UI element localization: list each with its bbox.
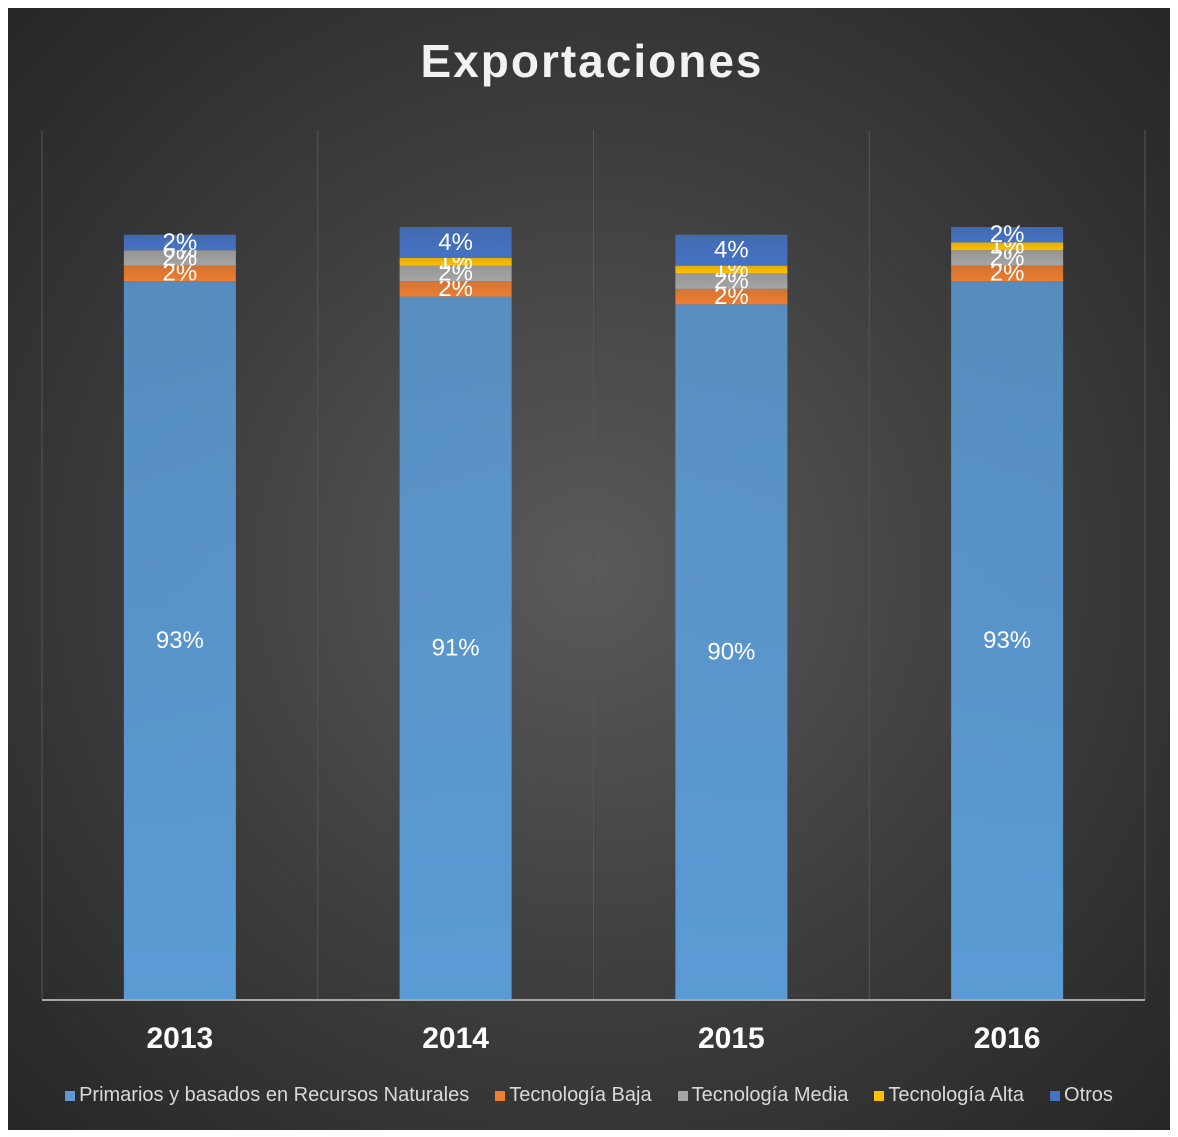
bar-segment xyxy=(399,296,512,1000)
data-label: 2% xyxy=(990,221,1025,248)
data-label: 93% xyxy=(983,627,1031,654)
legend-swatch xyxy=(495,1090,506,1101)
data-label: 2% xyxy=(163,229,198,256)
bar-segment xyxy=(951,242,1064,251)
bar-segment xyxy=(951,265,1064,282)
legend-item: Tecnología Alta xyxy=(874,1084,1024,1107)
bar-segment xyxy=(675,273,788,289)
x-tick-label: 2014 xyxy=(422,1022,489,1055)
bar-segment xyxy=(951,250,1064,266)
data-label: 90% xyxy=(707,638,755,665)
legend-label: Tecnología Alta xyxy=(888,1084,1025,1106)
bar-segment xyxy=(399,281,512,297)
legend-item: Primarios y basados en Recursos Naturale… xyxy=(65,1084,469,1107)
bar-segment xyxy=(123,281,236,1000)
legend-label: Tecnología Media xyxy=(691,1084,849,1106)
x-tick-label: 2016 xyxy=(974,1022,1041,1055)
legend-swatch xyxy=(1050,1090,1061,1101)
data-label: 91% xyxy=(432,635,480,662)
bar-segment xyxy=(399,257,512,266)
legend-label: Otros xyxy=(1064,1084,1113,1106)
legend-swatch xyxy=(874,1090,885,1101)
legend-label: Primarios y basados en Recursos Naturale… xyxy=(79,1084,470,1106)
legend: Primarios y basados en Recursos Naturale… xyxy=(0,1084,1178,1107)
x-tick-label: 2015 xyxy=(698,1022,765,1055)
chart-title: Exportaciones xyxy=(421,35,764,87)
bar-segment xyxy=(675,304,788,1000)
legend-item: Tecnología Media xyxy=(677,1084,849,1107)
bar-segment xyxy=(675,265,788,274)
legend-item: Tecnología Baja xyxy=(495,1084,652,1107)
bar-segment xyxy=(399,227,512,258)
bar-segment xyxy=(675,234,788,266)
legend-label: Tecnología Baja xyxy=(509,1084,652,1106)
data-label: 4% xyxy=(438,229,473,256)
data-label: 4% xyxy=(714,237,749,264)
data-label: 93% xyxy=(156,627,204,654)
bar-segment xyxy=(951,281,1064,1000)
x-tick-label: 2013 xyxy=(147,1022,214,1055)
bar-segment xyxy=(675,288,788,305)
bar-segment xyxy=(123,265,236,282)
legend-swatch xyxy=(677,1090,688,1101)
bar-segment xyxy=(123,250,236,266)
bar-segment xyxy=(951,227,1064,243)
bar-segment xyxy=(399,265,512,282)
legend-item: Otros xyxy=(1050,1084,1113,1107)
bar-segment xyxy=(123,234,236,251)
legend-swatch xyxy=(65,1090,76,1101)
